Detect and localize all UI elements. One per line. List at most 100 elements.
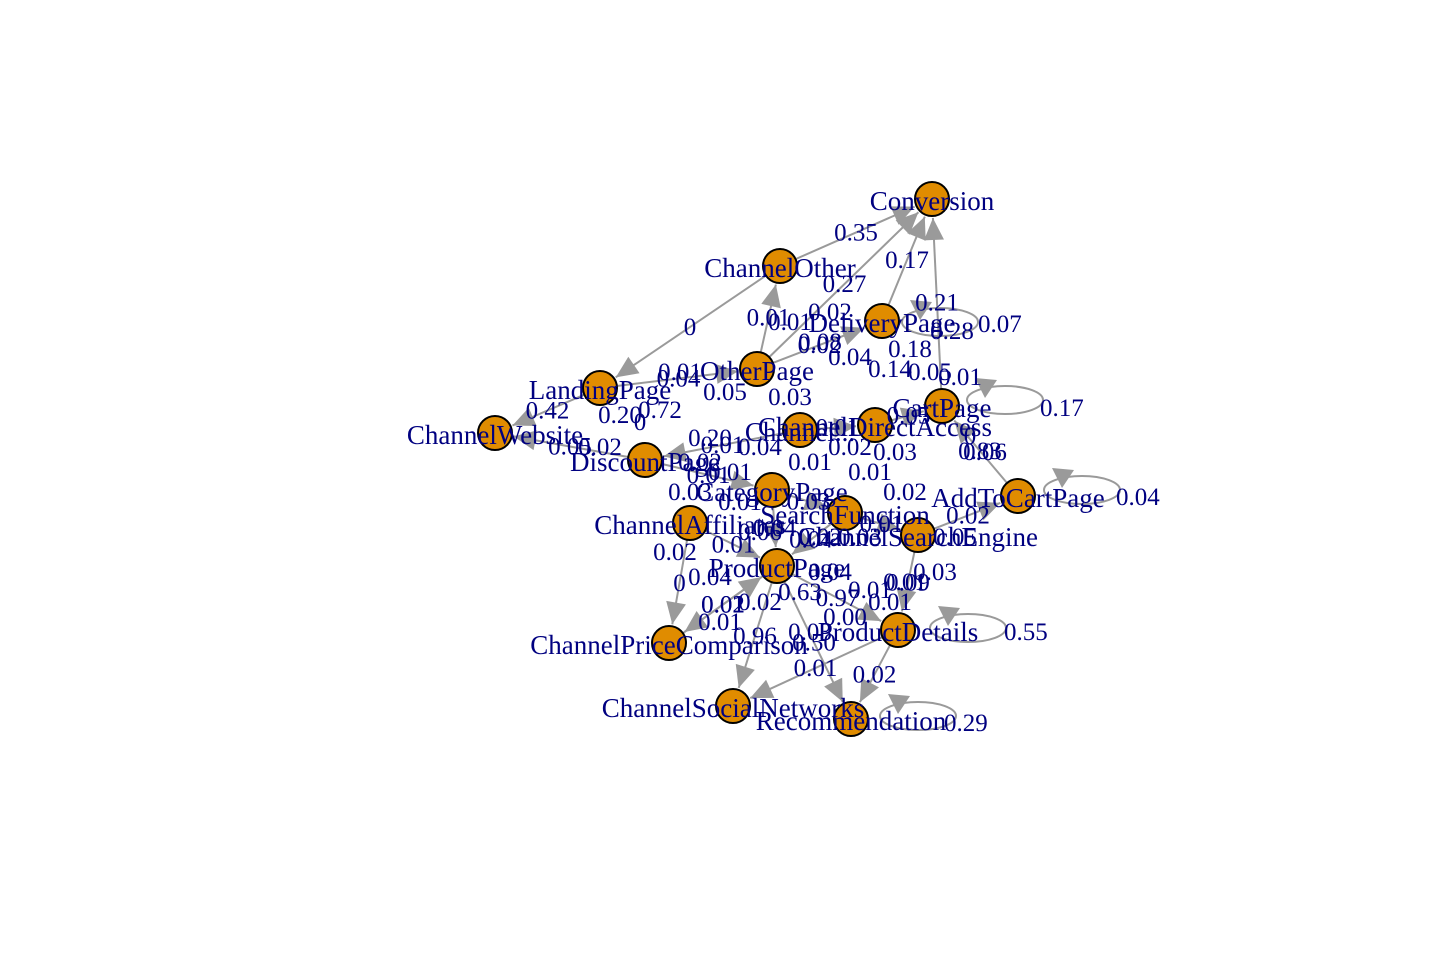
edge-weight-label: 0.96	[733, 623, 777, 650]
edge-weight-label: 0.04	[657, 366, 701, 393]
edge-weight-label: 0.01	[718, 489, 762, 516]
arrowhead	[513, 430, 538, 451]
arrowhead	[802, 491, 827, 511]
edge-weight-label: 0.05	[703, 379, 747, 406]
edge-cart-page-to-conversion	[931, 217, 943, 390]
edge-weight-label: 0.01	[698, 609, 742, 636]
node-product-page	[759, 548, 795, 584]
edge-weight-label: 0.04	[828, 344, 872, 371]
edge-weight-label: 0.02	[653, 539, 697, 566]
edge-weight-label: 0.03	[788, 619, 832, 646]
edge-weight-label: 0.01	[708, 459, 752, 486]
edge-weight-label: 0.01	[768, 309, 812, 336]
edge-weight-label: 0.01	[794, 655, 838, 682]
node-label-channel-price-comparison: ChannelPriceComparison	[530, 630, 808, 660]
node-label-landing-page: LandingPage	[529, 375, 671, 405]
edge-weight-label: 0.97	[816, 585, 860, 612]
self-loop-add-to-cart-page	[1043, 475, 1121, 505]
edge-weight-label: 0.02	[798, 524, 842, 551]
arrowhead	[791, 532, 816, 555]
node-delivery-page	[864, 303, 900, 339]
node-label-channel-social-networks: ChannelSocialNetworks	[602, 693, 864, 723]
edge-weight-label: 0.20	[598, 402, 642, 429]
edge-weight-label: 0.01	[816, 415, 860, 442]
edge-weight-label: 0.42	[526, 398, 570, 425]
edge-product-details-to-channel-social-networks	[749, 636, 883, 699]
edge-weight-label: 0.03	[668, 479, 712, 506]
edge-weight-label: 0.01	[848, 577, 892, 604]
arrowhead	[735, 538, 760, 558]
node-label-delivery-page: DeliveryPage	[809, 308, 956, 338]
self-loop-cart-page	[966, 385, 1044, 415]
edge-weight-label: 0.02	[678, 449, 722, 476]
node-channel-social-networks	[715, 688, 751, 724]
edge-weight-label: 0.08	[798, 329, 842, 356]
node-discount-page	[627, 442, 663, 478]
edge-weight-label: 0.05	[933, 524, 977, 551]
edge-weight-label: 0.01	[938, 364, 982, 391]
edge-weight-label: 0.04	[753, 515, 797, 542]
edge-weight-label: 0.02	[578, 434, 622, 461]
arrowhead	[824, 677, 843, 702]
node-label-channel-other: ChannelOther	[704, 253, 855, 283]
edge-weight-label: 0.04	[789, 527, 833, 554]
node-label-discount-page: DiscountPage	[570, 447, 720, 477]
arrowhead	[923, 217, 944, 241]
arrowhead	[875, 513, 900, 533]
edge-weight-label: 0.18	[888, 336, 932, 363]
arrowhead	[896, 587, 917, 612]
arrowhead	[666, 600, 686, 625]
edge-weight-label: 0.06	[963, 439, 1007, 466]
edge-weight-label: 0.04	[688, 564, 732, 591]
arrowhead	[954, 420, 977, 444]
self-loops-layer	[879, 300, 1121, 731]
edge-weight-label: 0.02	[946, 503, 990, 530]
node-channel-website	[477, 415, 513, 451]
edge-weight-label: 0.01	[848, 459, 892, 486]
edge-weight-label: 0.01	[712, 532, 756, 559]
edge-weight-label: 0.02	[701, 592, 745, 619]
nodes-layer	[477, 181, 1036, 737]
arrowhead	[833, 417, 857, 438]
edge-weight-label: 0.27	[823, 271, 867, 298]
edge-weight-label: 0.01	[701, 432, 745, 459]
node-channel-affiliates	[672, 505, 708, 541]
edge-weight-label: 0.03	[768, 384, 812, 411]
edge-weight-label: 0.04	[808, 559, 852, 586]
node-product-details	[880, 612, 916, 648]
node-label-channel-affiliates: ChannelAffiliates	[594, 510, 785, 540]
edge-weight-label: 0.01	[747, 305, 791, 332]
edge-weight-label: 0.03	[913, 559, 957, 586]
node-label-channel-search-engine: ChannelSearchEngine	[798, 522, 1038, 552]
arrowhead	[899, 407, 924, 427]
edge-weight-label: 0.03	[787, 489, 831, 516]
node-label-other-page: OtherPage	[700, 356, 814, 386]
edge-weight-label: 0.05	[887, 403, 931, 430]
edge-weight-label: 0	[673, 570, 686, 597]
arrowhead	[750, 679, 775, 699]
node-channel-search-engine	[900, 517, 936, 553]
edge-weight-label: 0.03	[873, 439, 917, 466]
node-label-center: Channel...	[745, 417, 855, 447]
edge-weight-label: 0.01	[658, 359, 702, 386]
node-center	[782, 412, 818, 448]
edge-weight-label: 0.50	[792, 630, 836, 657]
edge-labels-layer: 0.350.170.020 0.010.270.210.420.040.0500.…	[526, 220, 1161, 738]
edge-weight-label: 0	[684, 314, 697, 341]
arrowhead	[910, 300, 932, 320]
node-label-cart-page: CartPage	[893, 393, 992, 423]
edge-other-page-to-conversion	[768, 211, 920, 358]
edge-weight-label: 0.05	[548, 434, 592, 461]
node-category-page	[754, 472, 790, 508]
edge-weight-label: 0.72	[638, 397, 682, 424]
arrowhead	[907, 216, 926, 241]
arrowhead	[890, 206, 915, 225]
node-landing-page	[582, 370, 618, 406]
edge-weight-label: 0.63	[778, 579, 822, 606]
edge-weight-label: 0.28	[930, 318, 974, 345]
edge-weight-label: 0.83	[958, 438, 1002, 465]
node-label-channel-direct-access: ChannelDirectAccess	[758, 412, 992, 442]
edge-weight-label: 0.01	[701, 592, 745, 619]
edge-channel-other-to-landing-page	[615, 274, 767, 379]
node-cart-page	[924, 388, 960, 424]
